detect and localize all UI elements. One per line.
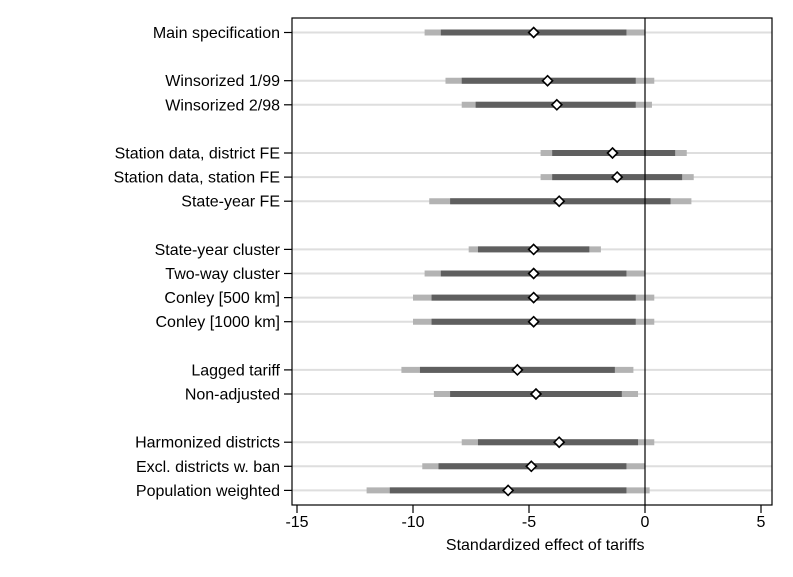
- estimate-marker: [527, 243, 540, 256]
- row-labels: Main specification Winsorized 1/99 Winsori…: [114, 25, 292, 500]
- row-label: Station data, station FE: [114, 170, 280, 187]
- estimate-marker: [541, 74, 554, 87]
- x-tick-label: -15: [285, 514, 308, 531]
- estimate-marker: [501, 484, 515, 497]
- plot-frame: [291, 17, 773, 506]
- x-tick-label: 0: [641, 514, 650, 531]
- estimate-marker: [511, 363, 524, 377]
- row-label: Conley [1000 km]: [155, 314, 280, 331]
- estimate-marker: [527, 267, 540, 280]
- estimate-marker: [527, 291, 540, 304]
- row-label: Conley [500 km]: [164, 290, 280, 307]
- x-tick-label: 5: [757, 514, 766, 531]
- estimate-marker: [525, 460, 538, 473]
- x-tick-label: -5: [522, 514, 536, 531]
- gridlines: [292, 31, 772, 492]
- row-label: Harmonized districts: [135, 435, 280, 452]
- estimate-marker: [553, 195, 566, 208]
- row-label: Station data, district FE: [115, 146, 280, 163]
- estimate-marker: [606, 146, 619, 160]
- x-axis-ticks: -15 -10 -5 0 5: [285, 505, 766, 531]
- estimate-marker: [611, 170, 624, 184]
- x-axis-title: Standardized effect of tariffs: [446, 537, 645, 554]
- row-label: Population weighted: [136, 483, 280, 500]
- x-tick-label: -10: [401, 514, 424, 531]
- estimate-marker: [529, 387, 543, 401]
- row-label: Winsorized 1/99: [165, 73, 280, 90]
- point-estimates: [501, 26, 624, 497]
- row-label: Winsorized 2/98: [165, 97, 280, 114]
- row-label: Non-adjusted: [185, 387, 280, 404]
- estimate-marker: [527, 315, 540, 328]
- estimate-marker: [527, 26, 540, 39]
- row-label: Two-way cluster: [165, 266, 280, 283]
- estimate-marker: [553, 436, 566, 449]
- row-label: Main specification: [153, 25, 280, 42]
- row-label: State-year cluster: [155, 242, 281, 259]
- row-label: Lagged tariff: [191, 362, 280, 379]
- row-label: Excl. districts w. ban: [136, 459, 280, 476]
- estimate-marker: [550, 98, 563, 111]
- row-label: State-year FE: [181, 194, 280, 211]
